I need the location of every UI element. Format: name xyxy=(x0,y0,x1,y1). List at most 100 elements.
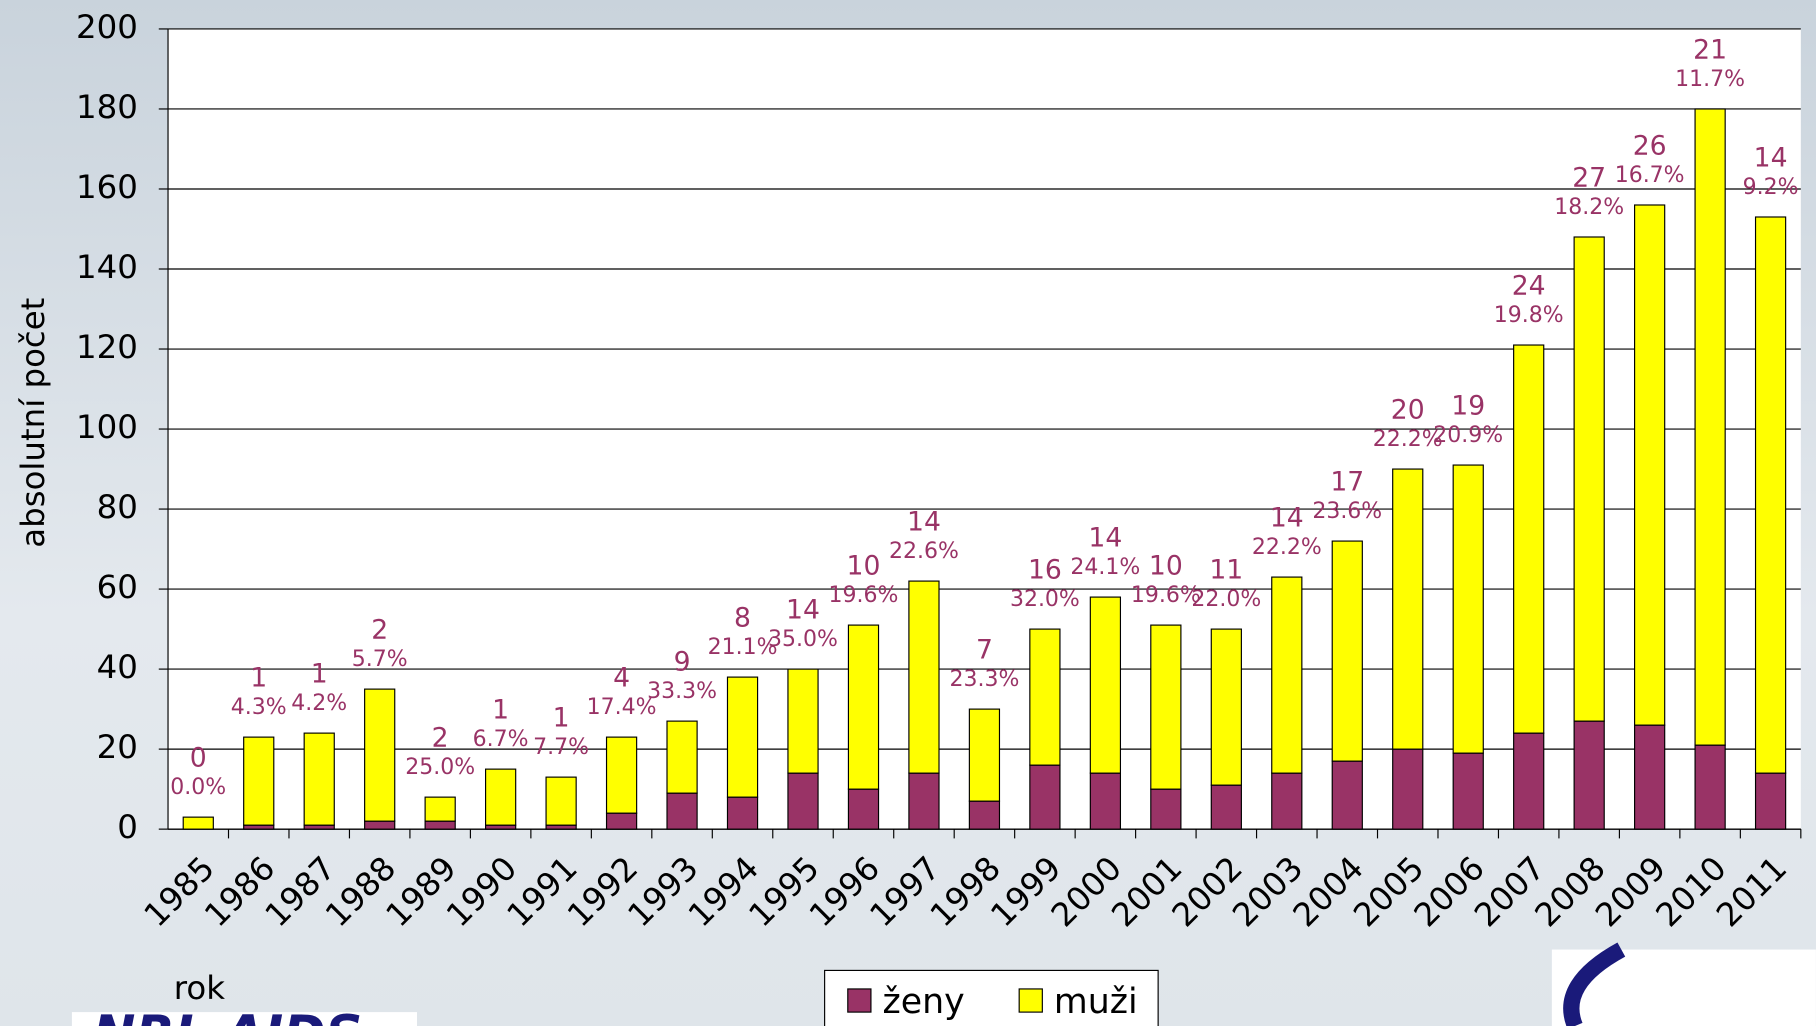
bar-segment xyxy=(485,824,517,830)
bar-segment xyxy=(908,580,940,774)
bar-segment xyxy=(545,824,577,830)
percent-label: 33.3% xyxy=(647,679,717,704)
count-label: 14 xyxy=(1088,523,1122,554)
percent-label: 20.9% xyxy=(1433,423,1503,448)
percent-label: 9.2% xyxy=(1743,175,1799,200)
x-tick-label: 2009 xyxy=(1588,849,1673,934)
count-label: 9 xyxy=(674,647,691,678)
x-tick-label: 1998 xyxy=(923,849,1008,934)
logo-box xyxy=(71,1012,418,1026)
percent-label: 24.1% xyxy=(1070,555,1140,580)
x-axis-label: rok xyxy=(174,969,225,1007)
bar-segment xyxy=(1392,468,1424,750)
y-tick-label: 20 xyxy=(97,728,138,766)
count-label: 16 xyxy=(1028,555,1062,586)
count-label: 7 xyxy=(976,635,993,666)
bar-segment xyxy=(1089,772,1122,830)
x-tick-label: 1993 xyxy=(620,849,705,934)
x-tick-label: 1992 xyxy=(560,849,645,934)
count-label: 14 xyxy=(786,595,820,626)
y-tick-label: 120 xyxy=(76,328,138,366)
percent-label: 22.0% xyxy=(1191,587,1261,612)
bar-segment xyxy=(666,720,698,794)
percent-label: 22.2% xyxy=(1373,427,1443,452)
bar-segment xyxy=(1694,744,1726,830)
bar-segment xyxy=(1452,752,1484,830)
bar-segment xyxy=(1029,764,1061,830)
bar-segment xyxy=(1331,540,1363,762)
logo: NRL AIDS xyxy=(93,1006,362,1026)
count-label: 10 xyxy=(1149,551,1183,582)
bar-segment xyxy=(968,800,1001,830)
count-label: 27 xyxy=(1572,163,1606,194)
x-tick-label: 1997 xyxy=(862,849,947,934)
y-axis-label: absolutní počet xyxy=(14,298,52,548)
count-label: 1 xyxy=(553,703,570,734)
bar-segment xyxy=(847,624,880,790)
percent-label: 32.0% xyxy=(1010,587,1080,612)
bar-segment xyxy=(1150,624,1182,790)
x-tick-label: 2011 xyxy=(1709,849,1794,934)
count-label: 11 xyxy=(1209,555,1243,586)
bar-segment xyxy=(726,676,759,798)
count-label: 14 xyxy=(1270,503,1304,534)
bar-segment xyxy=(1150,788,1182,830)
count-label: 17 xyxy=(1330,467,1364,498)
x-tick-label: 1985 xyxy=(137,849,222,934)
y-tick-label: 200 xyxy=(76,8,138,46)
x-tick-label: 1987 xyxy=(258,849,343,934)
x-tick-label: 2010 xyxy=(1649,849,1734,934)
count-label: 1 xyxy=(492,695,509,726)
count-label: 8 xyxy=(734,603,751,634)
bar-segment xyxy=(666,792,698,830)
count-label: 0 xyxy=(190,743,207,774)
bar-segment xyxy=(1634,204,1666,726)
bar-segment xyxy=(424,820,456,830)
percent-label: 11.7% xyxy=(1675,67,1745,92)
y-tick-label: 0 xyxy=(117,808,138,846)
count-label: 24 xyxy=(1512,271,1546,302)
x-tick-label: 2005 xyxy=(1346,849,1431,934)
x-tick-label: 1990 xyxy=(439,849,524,934)
percent-label: 35.0% xyxy=(768,627,838,652)
bar-segment xyxy=(1452,464,1484,754)
count-label: 20 xyxy=(1391,395,1425,426)
x-tick-label: 1986 xyxy=(197,849,282,934)
bar-segment xyxy=(1573,236,1605,722)
x-tick-label: 2007 xyxy=(1467,849,1552,934)
x-tick-label: 1991 xyxy=(500,849,585,934)
bar-segment xyxy=(787,668,819,774)
y-tick-label: 180 xyxy=(76,88,138,126)
y-tick-label: 100 xyxy=(76,408,138,446)
percent-label: 25.0% xyxy=(405,755,475,780)
percent-label: 6.7% xyxy=(473,727,529,752)
percent-label: 23.3% xyxy=(949,667,1019,692)
y-tick-label: 80 xyxy=(97,488,138,526)
percent-label: 21.1% xyxy=(708,635,778,660)
bar-segment xyxy=(1089,596,1122,774)
bar-segment xyxy=(485,768,517,826)
bar-segment xyxy=(1392,748,1424,830)
count-label: 14 xyxy=(1754,143,1788,174)
bar-segment xyxy=(787,772,819,830)
bar-segment xyxy=(726,796,759,830)
percent-label: 22.2% xyxy=(1252,535,1322,560)
legend xyxy=(824,969,1159,1026)
percent-label: 5.7% xyxy=(352,647,408,672)
bar-segment xyxy=(1513,732,1545,830)
percent-label: 17.4% xyxy=(587,695,657,720)
bar-segment xyxy=(1694,108,1726,746)
count-label: 4 xyxy=(613,663,630,694)
count-label: 10 xyxy=(847,551,881,582)
count-label: 2 xyxy=(432,723,449,754)
x-tick-label: 1996 xyxy=(802,849,887,934)
bar-segment xyxy=(1573,720,1605,830)
y-tick-label: 160 xyxy=(76,168,138,206)
legend-swatch xyxy=(847,988,872,1013)
count-label: 19 xyxy=(1451,391,1485,422)
x-tick-label: 2001 xyxy=(1104,849,1189,934)
bar-segment xyxy=(968,708,1001,802)
x-tick-label: 1995 xyxy=(741,849,826,934)
bar-segment xyxy=(1210,784,1242,830)
bar-segment xyxy=(605,812,638,830)
